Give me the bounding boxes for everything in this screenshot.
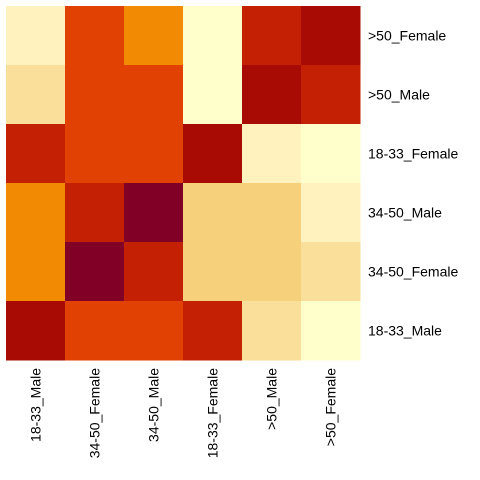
heatmap-cell <box>124 242 184 302</box>
column-tick-label: 34-50_Male <box>146 368 162 442</box>
heatmap-cell <box>242 6 302 66</box>
heatmap-cell <box>242 242 302 302</box>
heatmap-cell <box>183 6 243 66</box>
row-labels: >50_Female >50_Male 18-33_Female 34-50_Male… <box>368 28 458 339</box>
heatmap-cell <box>242 124 302 184</box>
heatmap-cell <box>6 65 66 125</box>
heatmap-cell <box>6 183 66 243</box>
heatmap-cell <box>65 183 125 243</box>
column-tick-label: 18-33_Male <box>28 368 44 442</box>
column-tick-label: 18-33_Female <box>205 368 221 458</box>
heatmap-cell <box>242 65 302 125</box>
heatmap-cell <box>124 183 184 243</box>
heatmap-cell <box>183 65 243 125</box>
heatmap-cell <box>301 242 361 302</box>
heatmap-cell <box>183 124 243 184</box>
heatmap-cells <box>6 6 361 361</box>
heatmap-cell <box>124 6 184 66</box>
column-labels: 18-33_Male 34-50_Female 34-50_Male 18-33_Fe… <box>28 368 339 458</box>
heatmap-cell <box>301 183 361 243</box>
heatmap-cell <box>124 124 184 184</box>
column-tick-label: >50_Male <box>264 368 280 430</box>
heatmap-cell <box>301 301 361 361</box>
heatmap-cell <box>6 6 66 66</box>
heatmap-cell <box>242 301 302 361</box>
heatmap-cell <box>183 183 243 243</box>
heatmap-cell <box>6 124 66 184</box>
heatmap-cell <box>301 6 361 66</box>
heatmap-cell <box>301 65 361 125</box>
heatmap-cell <box>183 301 243 361</box>
row-tick-label: >50_Female <box>368 28 446 44</box>
row-tick-label: 34-50_Female <box>368 264 458 280</box>
heatmap-cell <box>301 124 361 184</box>
row-tick-label: 18-33_Female <box>368 146 458 162</box>
heatmap-cell <box>65 301 125 361</box>
heatmap-cell <box>124 65 184 125</box>
heatmap-cell <box>6 242 66 302</box>
heatmap-cell <box>65 65 125 125</box>
heatmap-cell <box>65 242 125 302</box>
heatmap-cell <box>65 124 125 184</box>
heatmap-cell <box>242 183 302 243</box>
heatmap-cell <box>183 242 243 302</box>
column-tick-label: 34-50_Female <box>87 368 103 458</box>
row-tick-label: >50_Male <box>368 87 430 103</box>
heatmap-cell <box>65 6 125 66</box>
column-tick-label: >50_Female <box>323 368 339 446</box>
row-tick-label: 18-33_Male <box>368 323 442 339</box>
row-tick-label: 34-50_Male <box>368 205 442 221</box>
heatmap-cell <box>124 301 184 361</box>
heatmap-cell <box>6 301 66 361</box>
